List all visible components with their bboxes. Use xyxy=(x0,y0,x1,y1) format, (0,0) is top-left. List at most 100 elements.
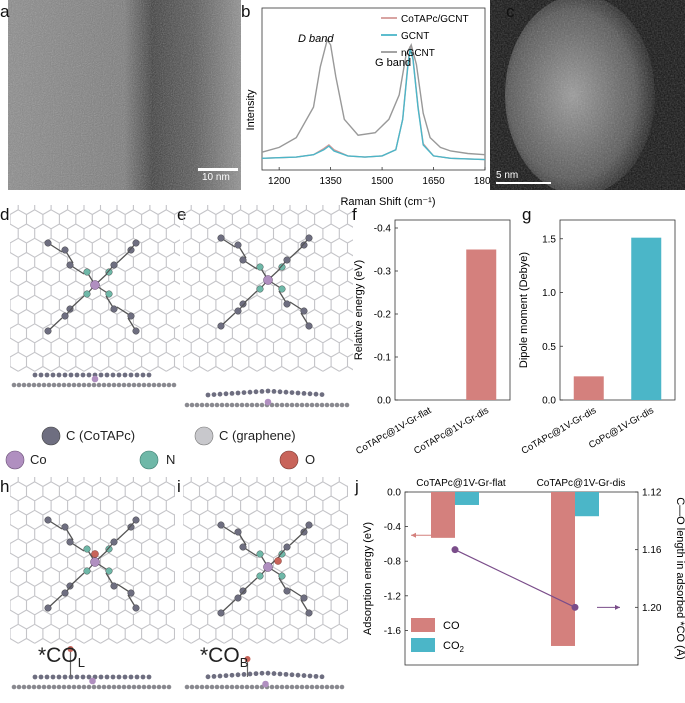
chart-j-line-point-1 xyxy=(571,603,579,611)
n-atom xyxy=(83,268,91,276)
graphene-side-atom xyxy=(259,402,265,408)
graphene-side-atom xyxy=(31,684,37,690)
c-atom xyxy=(61,246,69,254)
chart-j-y2tick-label-0: 1.12 xyxy=(642,488,662,499)
molecule-side-atom xyxy=(277,389,283,395)
legend-ball-c-cotapc xyxy=(41,426,61,446)
graphene-side-atom xyxy=(219,402,225,408)
chart-b-xtick-label-2: 1500 xyxy=(371,176,394,187)
panel-label-h: h xyxy=(0,477,10,496)
c-atom xyxy=(283,300,291,308)
molecule-side-atom xyxy=(32,372,38,378)
graphene-side-atom xyxy=(66,382,72,388)
molecule-side-atom xyxy=(62,372,68,378)
graphene-side-atom xyxy=(194,684,200,690)
graphene-side-atom xyxy=(131,684,137,690)
graphene-side-atom xyxy=(66,684,72,690)
cotapc-molecule xyxy=(44,239,140,335)
molecule-side-atom xyxy=(80,674,86,680)
chart-g-category-label-1: CoPc@1V-Gr-dis xyxy=(587,405,656,451)
graphene-side-atom xyxy=(224,402,230,408)
legend-label-c-cotapc: C (CoTAPc) xyxy=(66,428,136,443)
molecule-side-atom xyxy=(211,392,217,397)
graphene-side-atom xyxy=(141,684,147,690)
c-atom xyxy=(283,543,291,551)
graphene-side-atom xyxy=(101,382,107,388)
graphene-side-atom xyxy=(126,382,132,388)
n-atom xyxy=(83,567,91,575)
molecule-side-atom xyxy=(56,674,62,680)
chart-j-bar-1-1 xyxy=(575,492,599,517)
molecule-side-atom xyxy=(253,671,259,677)
graphene-side-atom xyxy=(294,402,300,408)
graphene-side-atom xyxy=(244,684,250,690)
graphene-side-atom xyxy=(111,382,117,388)
molecule-side-atom xyxy=(86,674,92,680)
graphene-side-atom xyxy=(116,684,122,690)
molecule-side-atom xyxy=(128,674,134,680)
o-side-atom xyxy=(244,656,251,662)
chart-g-ytick-label-3: 1.5 xyxy=(542,234,556,245)
c-atom xyxy=(132,604,140,612)
molecule-side-atom xyxy=(235,390,241,396)
graphene-side-atom xyxy=(46,382,52,388)
c-atom xyxy=(234,594,242,602)
chart-b-xlabel: Raman Shift (cm⁻¹) xyxy=(340,196,435,208)
n-atom xyxy=(256,572,264,580)
graphene-side-atom xyxy=(161,684,167,690)
c-atom xyxy=(44,604,52,612)
chart-b-ylabel: Intensity xyxy=(245,89,257,130)
molecule-side-atom xyxy=(247,671,253,677)
c-atom xyxy=(217,234,225,242)
graphene-side-atom xyxy=(254,402,260,408)
c-atom xyxy=(110,305,118,313)
graphene-side-atom xyxy=(249,684,255,690)
c-atom xyxy=(305,322,313,330)
c-atom xyxy=(217,521,225,529)
legend-ball-c-graphene xyxy=(194,426,214,446)
c-atom xyxy=(44,327,52,335)
molecule-model-d xyxy=(10,205,180,388)
n-atom xyxy=(83,290,91,298)
graphene-side-atom xyxy=(86,684,92,690)
molecule-side-atom xyxy=(134,372,140,378)
c-atom xyxy=(239,300,247,308)
chart-j-ylabel: Adsorption energy (eV) xyxy=(362,522,374,635)
co-side-atom xyxy=(89,677,96,685)
molecule-side-atom xyxy=(74,674,80,680)
c-atom xyxy=(239,256,247,264)
molecule-model-h xyxy=(10,477,175,690)
graphene-side-atom xyxy=(299,402,305,408)
co-atom xyxy=(263,562,273,572)
molecule-side-atom xyxy=(277,671,283,677)
cotapc-molecule xyxy=(44,516,140,612)
legend-label-o: O xyxy=(305,452,316,467)
graphene-side-atom xyxy=(309,402,315,408)
chart-j-line xyxy=(454,549,576,608)
graphene-side-atom xyxy=(309,684,315,690)
molecule-side-atom xyxy=(259,389,265,394)
molecule-side-atom xyxy=(128,372,134,378)
molecule-side-atom xyxy=(146,674,152,680)
chart-g-ytick-label-2: 1.0 xyxy=(542,288,556,299)
graphene-side-atom xyxy=(279,402,285,408)
chart-b-xtick-label-1: 1350 xyxy=(319,176,342,187)
c-atom xyxy=(217,322,225,330)
graphene-side-atom xyxy=(121,684,127,690)
graphene-side-atom xyxy=(11,382,17,388)
graphene-side-atom xyxy=(171,382,177,388)
graphene-bonds xyxy=(10,205,180,372)
molecule-side-atom xyxy=(271,671,277,676)
molecule-side-atom xyxy=(217,391,223,397)
graphene-side-atom xyxy=(269,402,275,408)
graphene-side-atom xyxy=(274,402,280,408)
graphene-side-atom xyxy=(91,684,97,690)
c-atom xyxy=(239,543,247,551)
graphene-side-atom xyxy=(334,402,340,408)
c-atom xyxy=(110,582,118,590)
molecule-side-atom xyxy=(110,372,116,378)
panel-label-b: b xyxy=(241,2,251,21)
graphene-side-atom xyxy=(199,402,205,408)
molecule-side-atom xyxy=(140,674,146,680)
graphene-side-atom xyxy=(254,684,260,690)
